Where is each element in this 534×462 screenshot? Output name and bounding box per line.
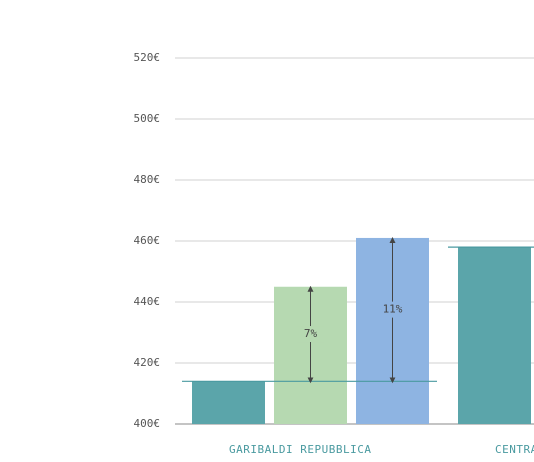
bar (458, 247, 531, 424)
y-tick-label: 500€ (134, 112, 161, 125)
y-tick-label: 520€ (134, 51, 161, 64)
annotation-bg (296, 326, 325, 343)
annotation: 7% (304, 327, 318, 340)
x-tick-label: GARIBALDI REPUBBLICA (229, 443, 371, 456)
x-tick-label: CENTRA (495, 443, 534, 456)
y-tick-label: 460€ (134, 234, 161, 247)
y-tick-label: 480€ (134, 173, 161, 186)
y-tick-label: 440€ (134, 295, 161, 308)
bar (192, 381, 265, 424)
y-tick-label: 420€ (134, 356, 161, 369)
annotation: 11% (383, 303, 403, 316)
annotation-bg (378, 301, 407, 318)
y-tick-label: 400€ (134, 417, 161, 430)
